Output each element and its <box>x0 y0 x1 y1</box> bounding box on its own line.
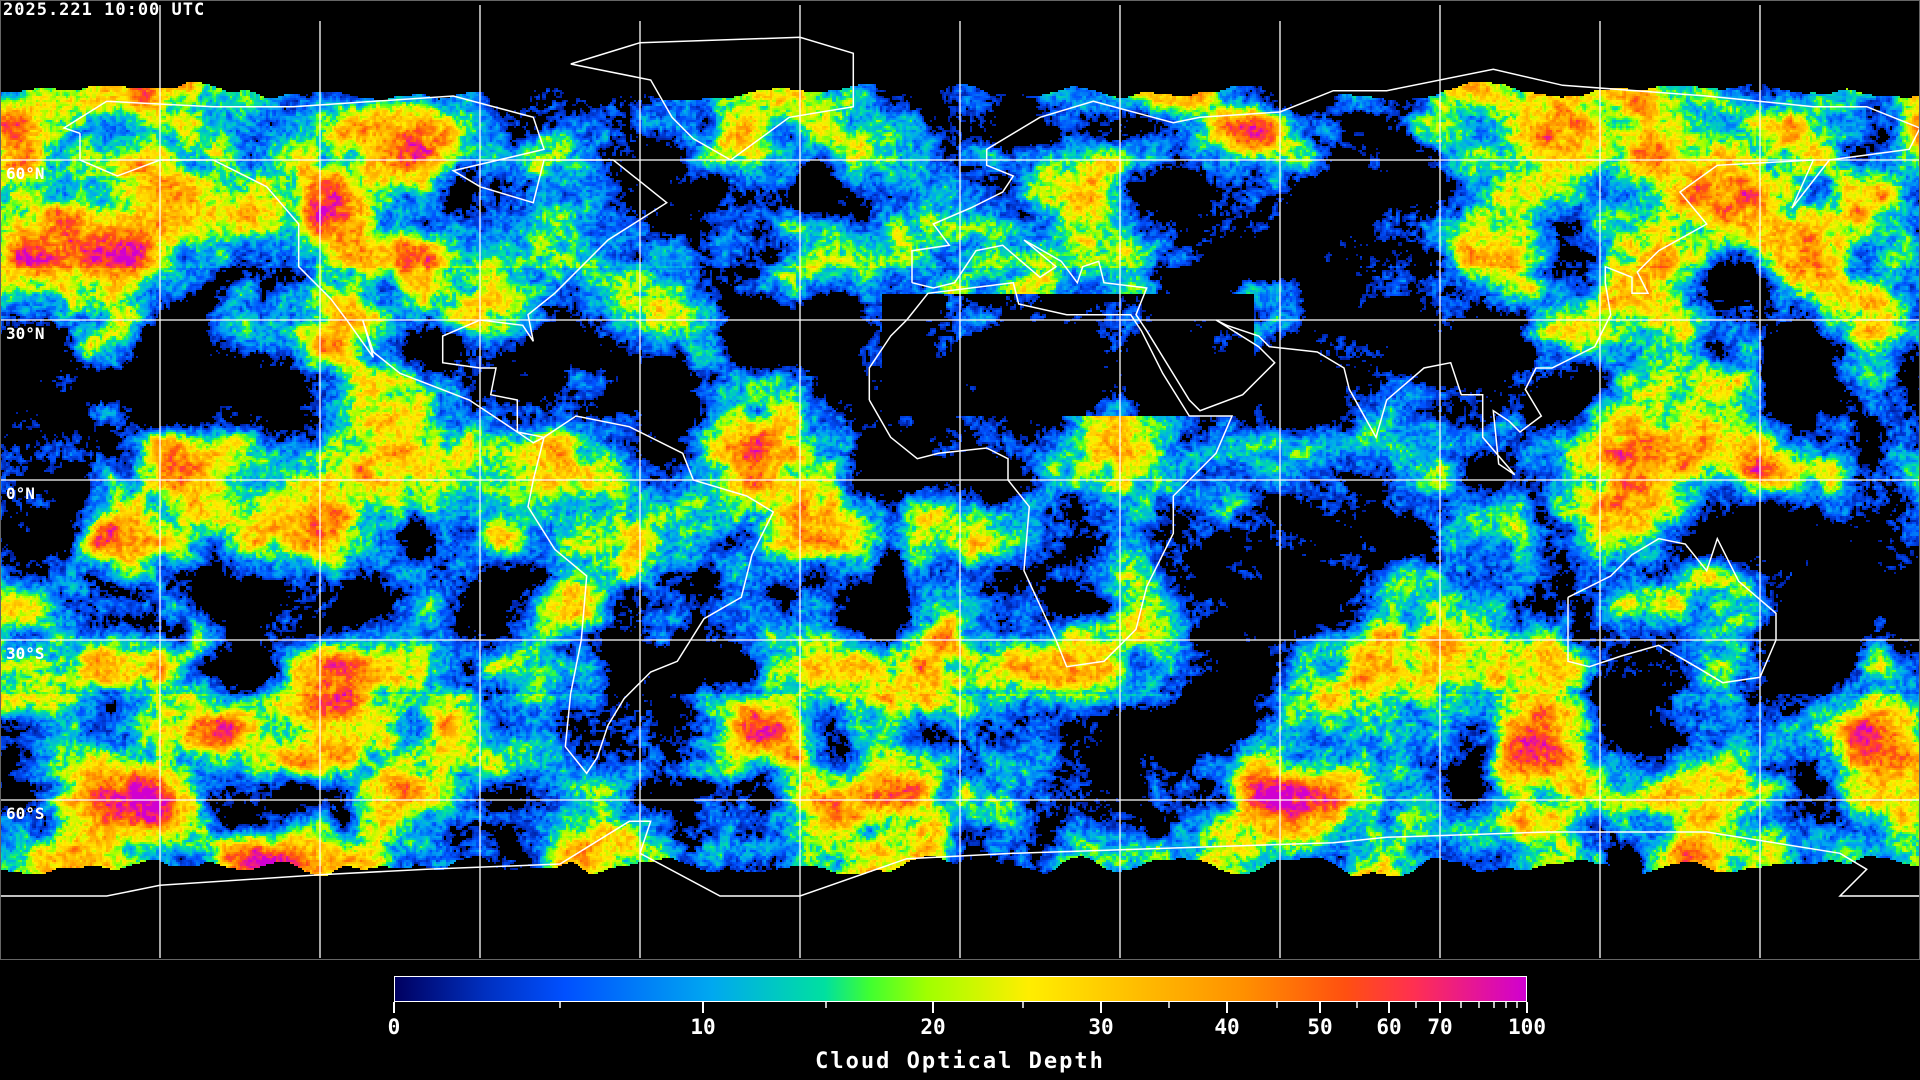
colorbar-tick-label: 20 <box>920 1015 946 1039</box>
coastline-antarctica <box>0 820 1920 897</box>
colorbar <box>394 976 1527 1002</box>
map-overlay <box>0 5 1920 958</box>
lat-label-60n: 60°N <box>6 164 45 183</box>
colorbar-tick-label: 100 <box>1508 1015 1546 1039</box>
colorbar-tick-label: 70 <box>1427 1015 1453 1039</box>
coastline-south-america <box>527 415 775 775</box>
lat-label-30s: 30°S <box>6 644 45 663</box>
colorbar-tick-label: 40 <box>1214 1015 1240 1039</box>
coastline-north-america <box>62 95 668 444</box>
colorbar-title: Cloud Optical Depth <box>815 1049 1105 1074</box>
coastline-australia <box>1567 536 1777 684</box>
graticule <box>0 5 1920 958</box>
coastline-greenland <box>570 36 855 161</box>
colorbar-tick-label: 60 <box>1376 1015 1402 1039</box>
colorbar-tick-label: 0 <box>387 1015 401 1039</box>
coastline-africa <box>868 281 1234 668</box>
lat-label-30n: 30°N <box>6 324 45 343</box>
coastline-eurasia <box>911 68 1920 476</box>
lat-label-60s: 60°S <box>6 804 45 823</box>
lat-label-equator: 0°N <box>6 484 35 503</box>
colorbar-tick-label: 10 <box>690 1015 716 1039</box>
timestamp-label: 2025.221 10:00 UTC <box>3 0 206 20</box>
colorbar-tick-label: 50 <box>1307 1015 1333 1039</box>
coastlines <box>0 36 1920 897</box>
colorbar-tick-label: 30 <box>1088 1015 1114 1039</box>
